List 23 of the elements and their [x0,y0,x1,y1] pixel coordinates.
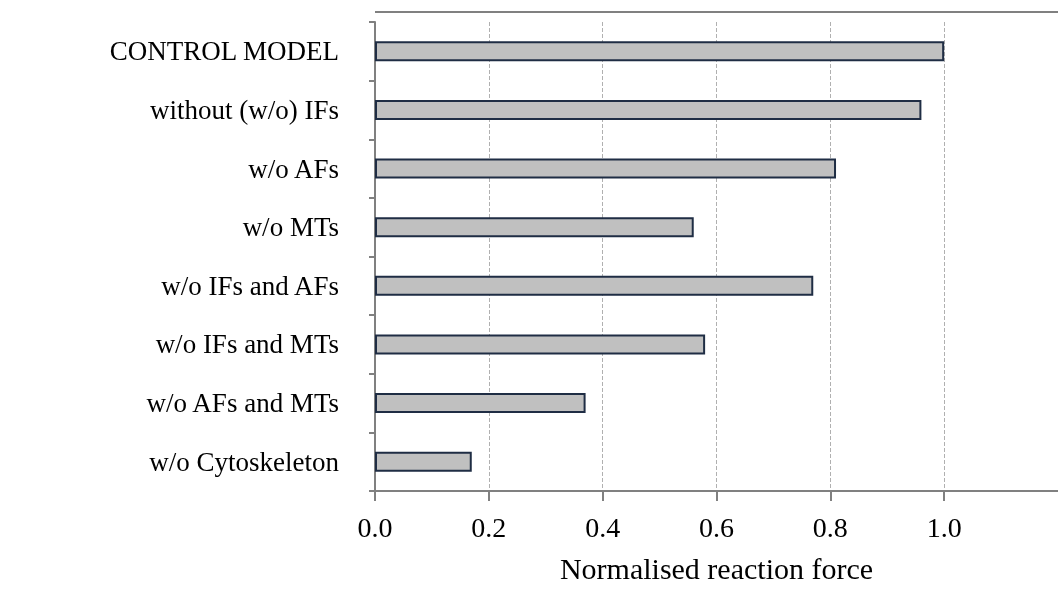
y-tick-label: CONTROL MODEL [109,36,339,67]
y-tick-label: w/o AFs and MTs [146,388,339,419]
x-tick-label: 0.6 [699,511,734,543]
y-tick-label: without (w/o) IFs [150,94,339,125]
x-tick-label: 0.8 [812,511,848,543]
bar [375,99,922,120]
bar [375,217,694,238]
bar [375,41,945,62]
bar [375,393,586,414]
x-axis-title: Normalised reaction force [559,551,874,585]
bar [375,275,814,296]
y-tick-label: w/o IFs and AFs [161,270,339,301]
y-tick-label: w/o IFs and MTs [155,329,339,360]
y-tick-label: w/o AFs [248,153,339,184]
x-tick-label: 1.0 [926,511,962,543]
bar [375,158,837,179]
bar [375,334,706,355]
x-tick-label: 0.0 [357,511,393,543]
x-tick-label: 0.2 [471,511,507,543]
y-tick-label: w/o Cytoskeleton [149,446,340,477]
bar [375,451,472,472]
x-tick-label: 0.4 [585,511,621,543]
y-tick-label: w/o MTs [242,212,339,243]
